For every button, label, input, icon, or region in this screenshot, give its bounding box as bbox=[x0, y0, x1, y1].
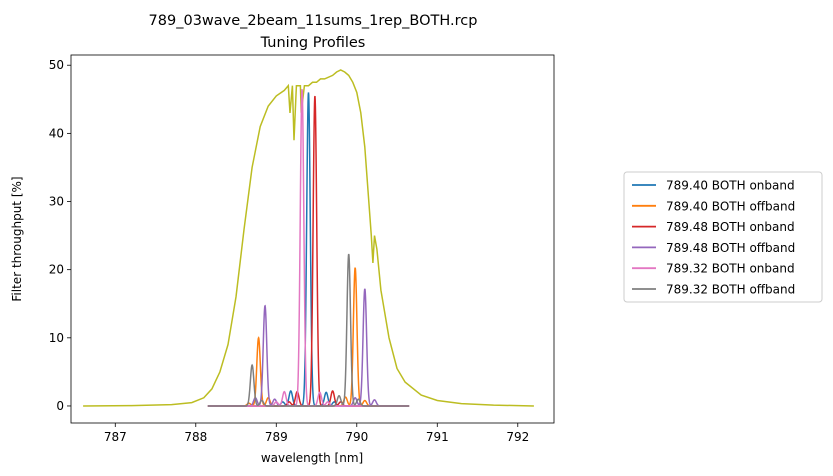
plot-area: 787 788 789 790 791 792 0 10 20 30 40 50 bbox=[49, 54, 555, 444]
y-axis-label: Filter throughput [%] bbox=[10, 176, 24, 301]
legend-label: 789.32 BOTH onband bbox=[666, 262, 795, 276]
legend-label: 789.40 BOTH offband bbox=[666, 199, 795, 213]
x-axis: 787 788 789 790 791 792 bbox=[104, 423, 529, 444]
series-line-4 bbox=[207, 89, 410, 407]
legend-label: 789.40 BOTH onband bbox=[666, 179, 795, 193]
series-line-3 bbox=[207, 288, 410, 407]
series-line-0 bbox=[207, 92, 410, 407]
legend-label: 789.48 BOTH offband bbox=[666, 241, 795, 255]
legend-box bbox=[623, 171, 823, 303]
y-tick-label: 40 bbox=[49, 126, 64, 140]
y-tick-label: 10 bbox=[49, 331, 64, 345]
series-line-envelope bbox=[83, 69, 534, 407]
series-line-2 bbox=[207, 95, 410, 407]
x-tick-label: 792 bbox=[506, 430, 529, 444]
y-axis: 0 10 20 30 40 50 bbox=[49, 58, 71, 413]
x-axis-label: wavelength [nm] bbox=[261, 451, 363, 465]
y-tick-label: 30 bbox=[49, 195, 64, 209]
chart-title: 789_03wave_2beam_11sums_1rep_BOTH.rcp bbox=[149, 13, 478, 29]
legend-label: 789.32 BOTH offband bbox=[666, 283, 795, 297]
chart-subtitle: Tuning Profiles bbox=[260, 35, 366, 51]
x-tick-label: 789 bbox=[265, 430, 288, 444]
x-tick-label: 788 bbox=[184, 430, 207, 444]
y-tick-label: 20 bbox=[49, 263, 64, 277]
x-tick-label: 787 bbox=[104, 430, 127, 444]
series-line-1 bbox=[207, 267, 410, 407]
x-tick-label: 791 bbox=[426, 430, 449, 444]
x-tick-label: 790 bbox=[345, 430, 368, 444]
series-line-5 bbox=[207, 253, 410, 407]
plot-frame bbox=[70, 54, 555, 424]
legend: 789.40 BOTH onband 789.40 BOTH offband 789… bbox=[623, 171, 823, 303]
legend-label: 789.48 BOTH onband bbox=[666, 220, 795, 234]
y-tick-label: 50 bbox=[49, 58, 64, 72]
y-tick-label: 0 bbox=[56, 399, 64, 413]
series-layer bbox=[83, 69, 534, 407]
